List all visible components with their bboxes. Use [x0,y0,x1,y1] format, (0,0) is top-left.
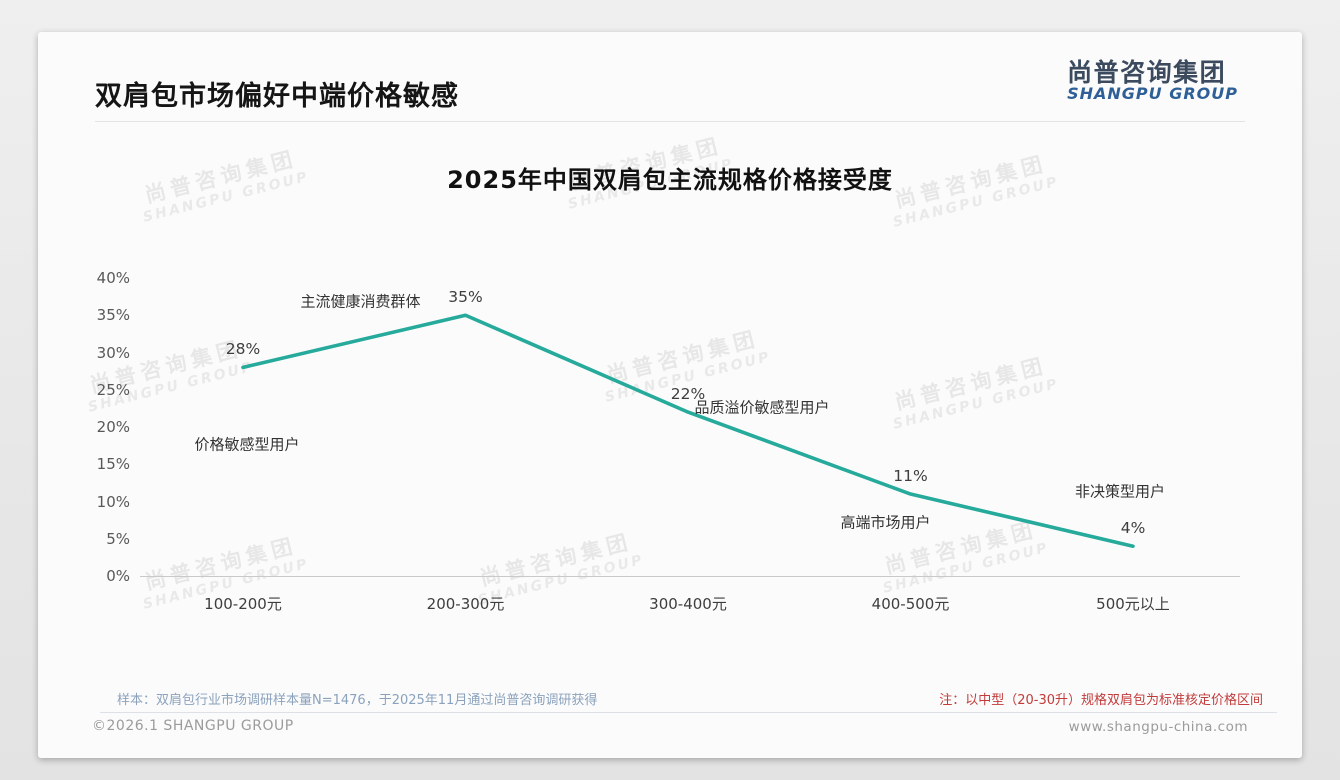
company-logo: 尚普咨询集团 SHANGPU GROUP [1067,58,1238,104]
website-url: www.shangpu-china.com [1068,719,1248,735]
y-tick-label: 10% [96,492,130,511]
data-point-label: 35% [448,288,483,307]
page-title: 双肩包市场偏好中端价格敏感 [95,81,459,112]
data-point-label: 28% [225,340,261,359]
sample-note: 样本：双肩包行业市场调研样本量N=1476，于2025年11月通过尚普咨询调研获… [117,693,598,708]
x-tick-label: 500元以上 [1096,595,1170,613]
x-tick-label: 400-500元 [871,595,950,613]
price-note: 注：以中型（20-30升）规格双肩包为标准核定价格区间 [939,693,1263,708]
y-tick-label: 20% [96,418,130,436]
x-tick-label: 200-300元 [426,595,505,613]
y-tick-label: 0% [106,567,130,585]
point-annotation: 品质溢价敏感型用户 [694,398,830,417]
y-tick-label: 15% [96,455,130,474]
point-annotation: 主流健康消费群体 [300,292,421,311]
company-logo-en: SHANGPU GROUP [1067,84,1238,104]
x-tick-label: 300-400元 [649,595,727,613]
copyright: ©2026.1 SHANGPU GROUP [92,718,294,734]
y-tick-label: 40% [96,269,130,287]
y-tick-label: 25% [96,380,130,399]
y-tick-label: 30% [96,343,130,362]
footer-divider [100,712,1277,713]
x-tick-label: 100-200元 [204,595,282,613]
x-axis-line [140,576,1240,577]
point-annotation: 高端市场用户 [840,513,931,532]
header-divider [95,121,1245,122]
y-tick-label: 5% [106,529,130,548]
y-tick-label: 35% [96,306,130,325]
data-point-label: 4% [1120,519,1146,538]
point-annotation: 价格敏感型用户 [194,435,300,454]
company-logo-cn: 尚普咨询集团 [1067,58,1227,87]
data-point-label: 11% [893,467,928,486]
point-annotation: 非决策型用户 [1074,482,1166,501]
chart-title: 2025年中国双肩包主流规格价格接受度 [447,166,893,194]
